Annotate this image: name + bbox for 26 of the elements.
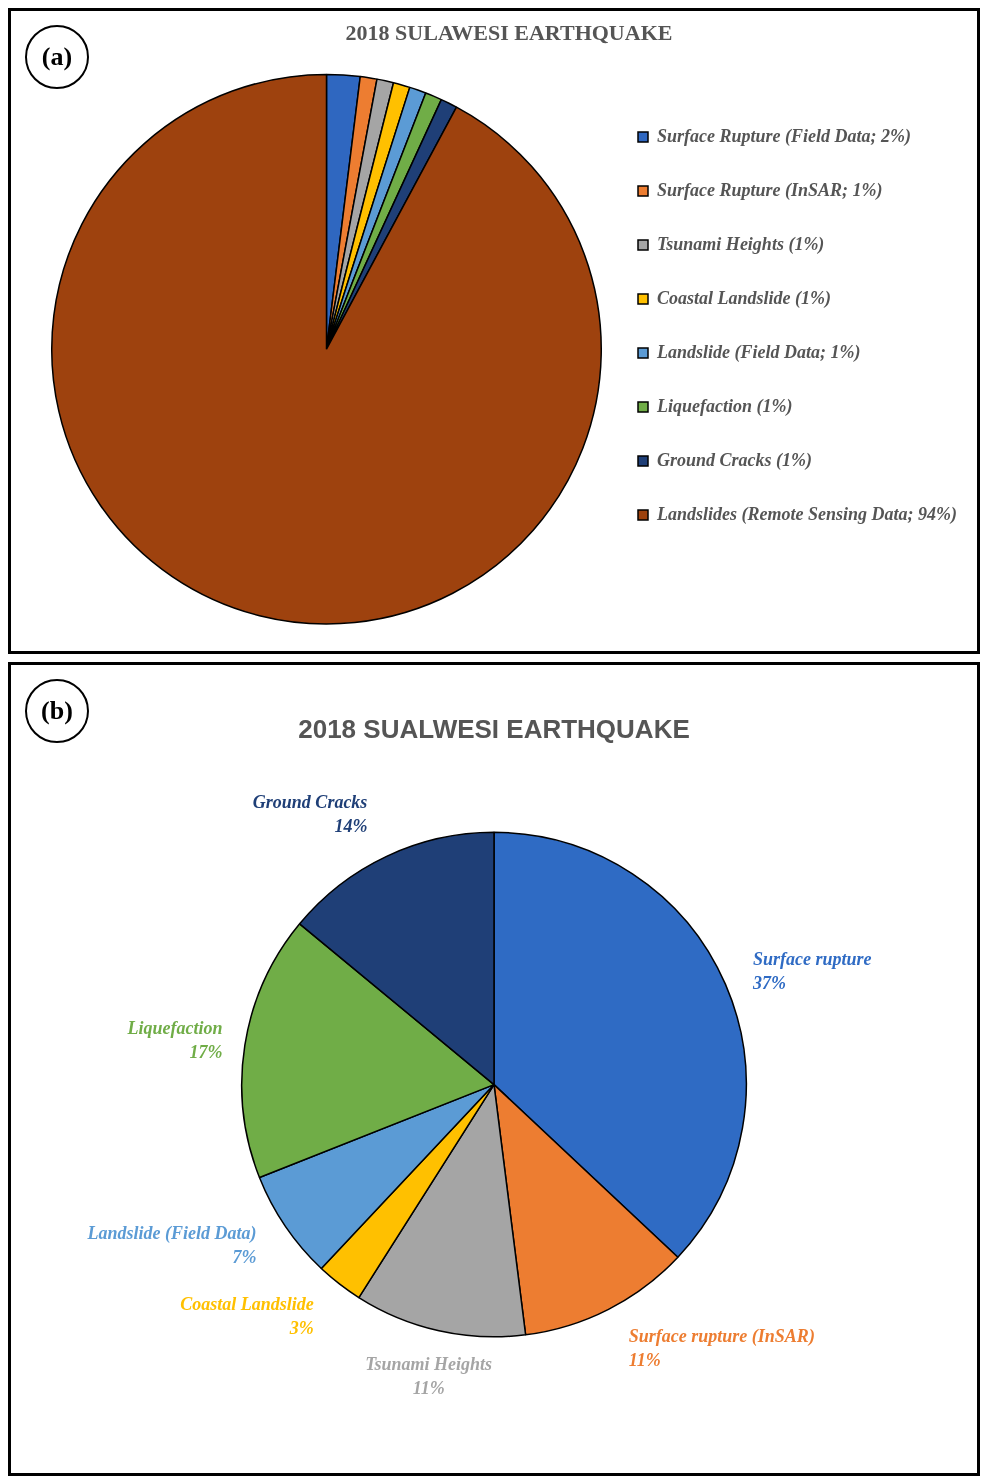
legend-label: Surface Rupture (InSAR; 1%) bbox=[657, 179, 883, 201]
slice-label: Liquefaction bbox=[126, 1018, 223, 1039]
slice-label: Coastal Landslide bbox=[180, 1293, 314, 1314]
legend-label: Tsunami Heights (1%) bbox=[657, 233, 825, 255]
text: (b) bbox=[25, 679, 89, 743]
legend-label: Liquefaction (1%) bbox=[656, 395, 793, 417]
slice-label: Surface rupture bbox=[752, 949, 872, 970]
data-label: 3% bbox=[288, 1317, 314, 1338]
slice-label: Ground Cracks bbox=[252, 792, 368, 813]
chart-title: 2018 SULAWESI EARTHQUAKE bbox=[345, 19, 673, 45]
text: (a) bbox=[25, 25, 89, 89]
legend-label: Landslides (Remote Sensing Data; 94%) bbox=[656, 503, 957, 525]
slice-label: Tsunami Heights bbox=[365, 1353, 493, 1374]
data-label: 14% bbox=[334, 816, 368, 837]
slice-label: Landslide (Field Data) bbox=[86, 1222, 257, 1244]
chart-title: 2018 SUALWESI EARTHQUAKE bbox=[298, 713, 690, 744]
data-label: 7% bbox=[232, 1246, 257, 1267]
legend-label: Landslide (Field Data; 1%) bbox=[656, 341, 861, 363]
legend-label: Coastal Landslide (1%) bbox=[657, 287, 831, 309]
legend-label: Surface Rupture (Field Data; 2%) bbox=[657, 125, 911, 147]
legend-label: Ground Cracks (1%) bbox=[657, 449, 813, 471]
slice-label: Surface rupture (InSAR) bbox=[628, 1325, 815, 1347]
data-label: 37% bbox=[751, 973, 786, 994]
data-label: 11% bbox=[412, 1377, 445, 1398]
data-label: 17% bbox=[189, 1042, 223, 1063]
data-label: 11% bbox=[628, 1349, 661, 1370]
